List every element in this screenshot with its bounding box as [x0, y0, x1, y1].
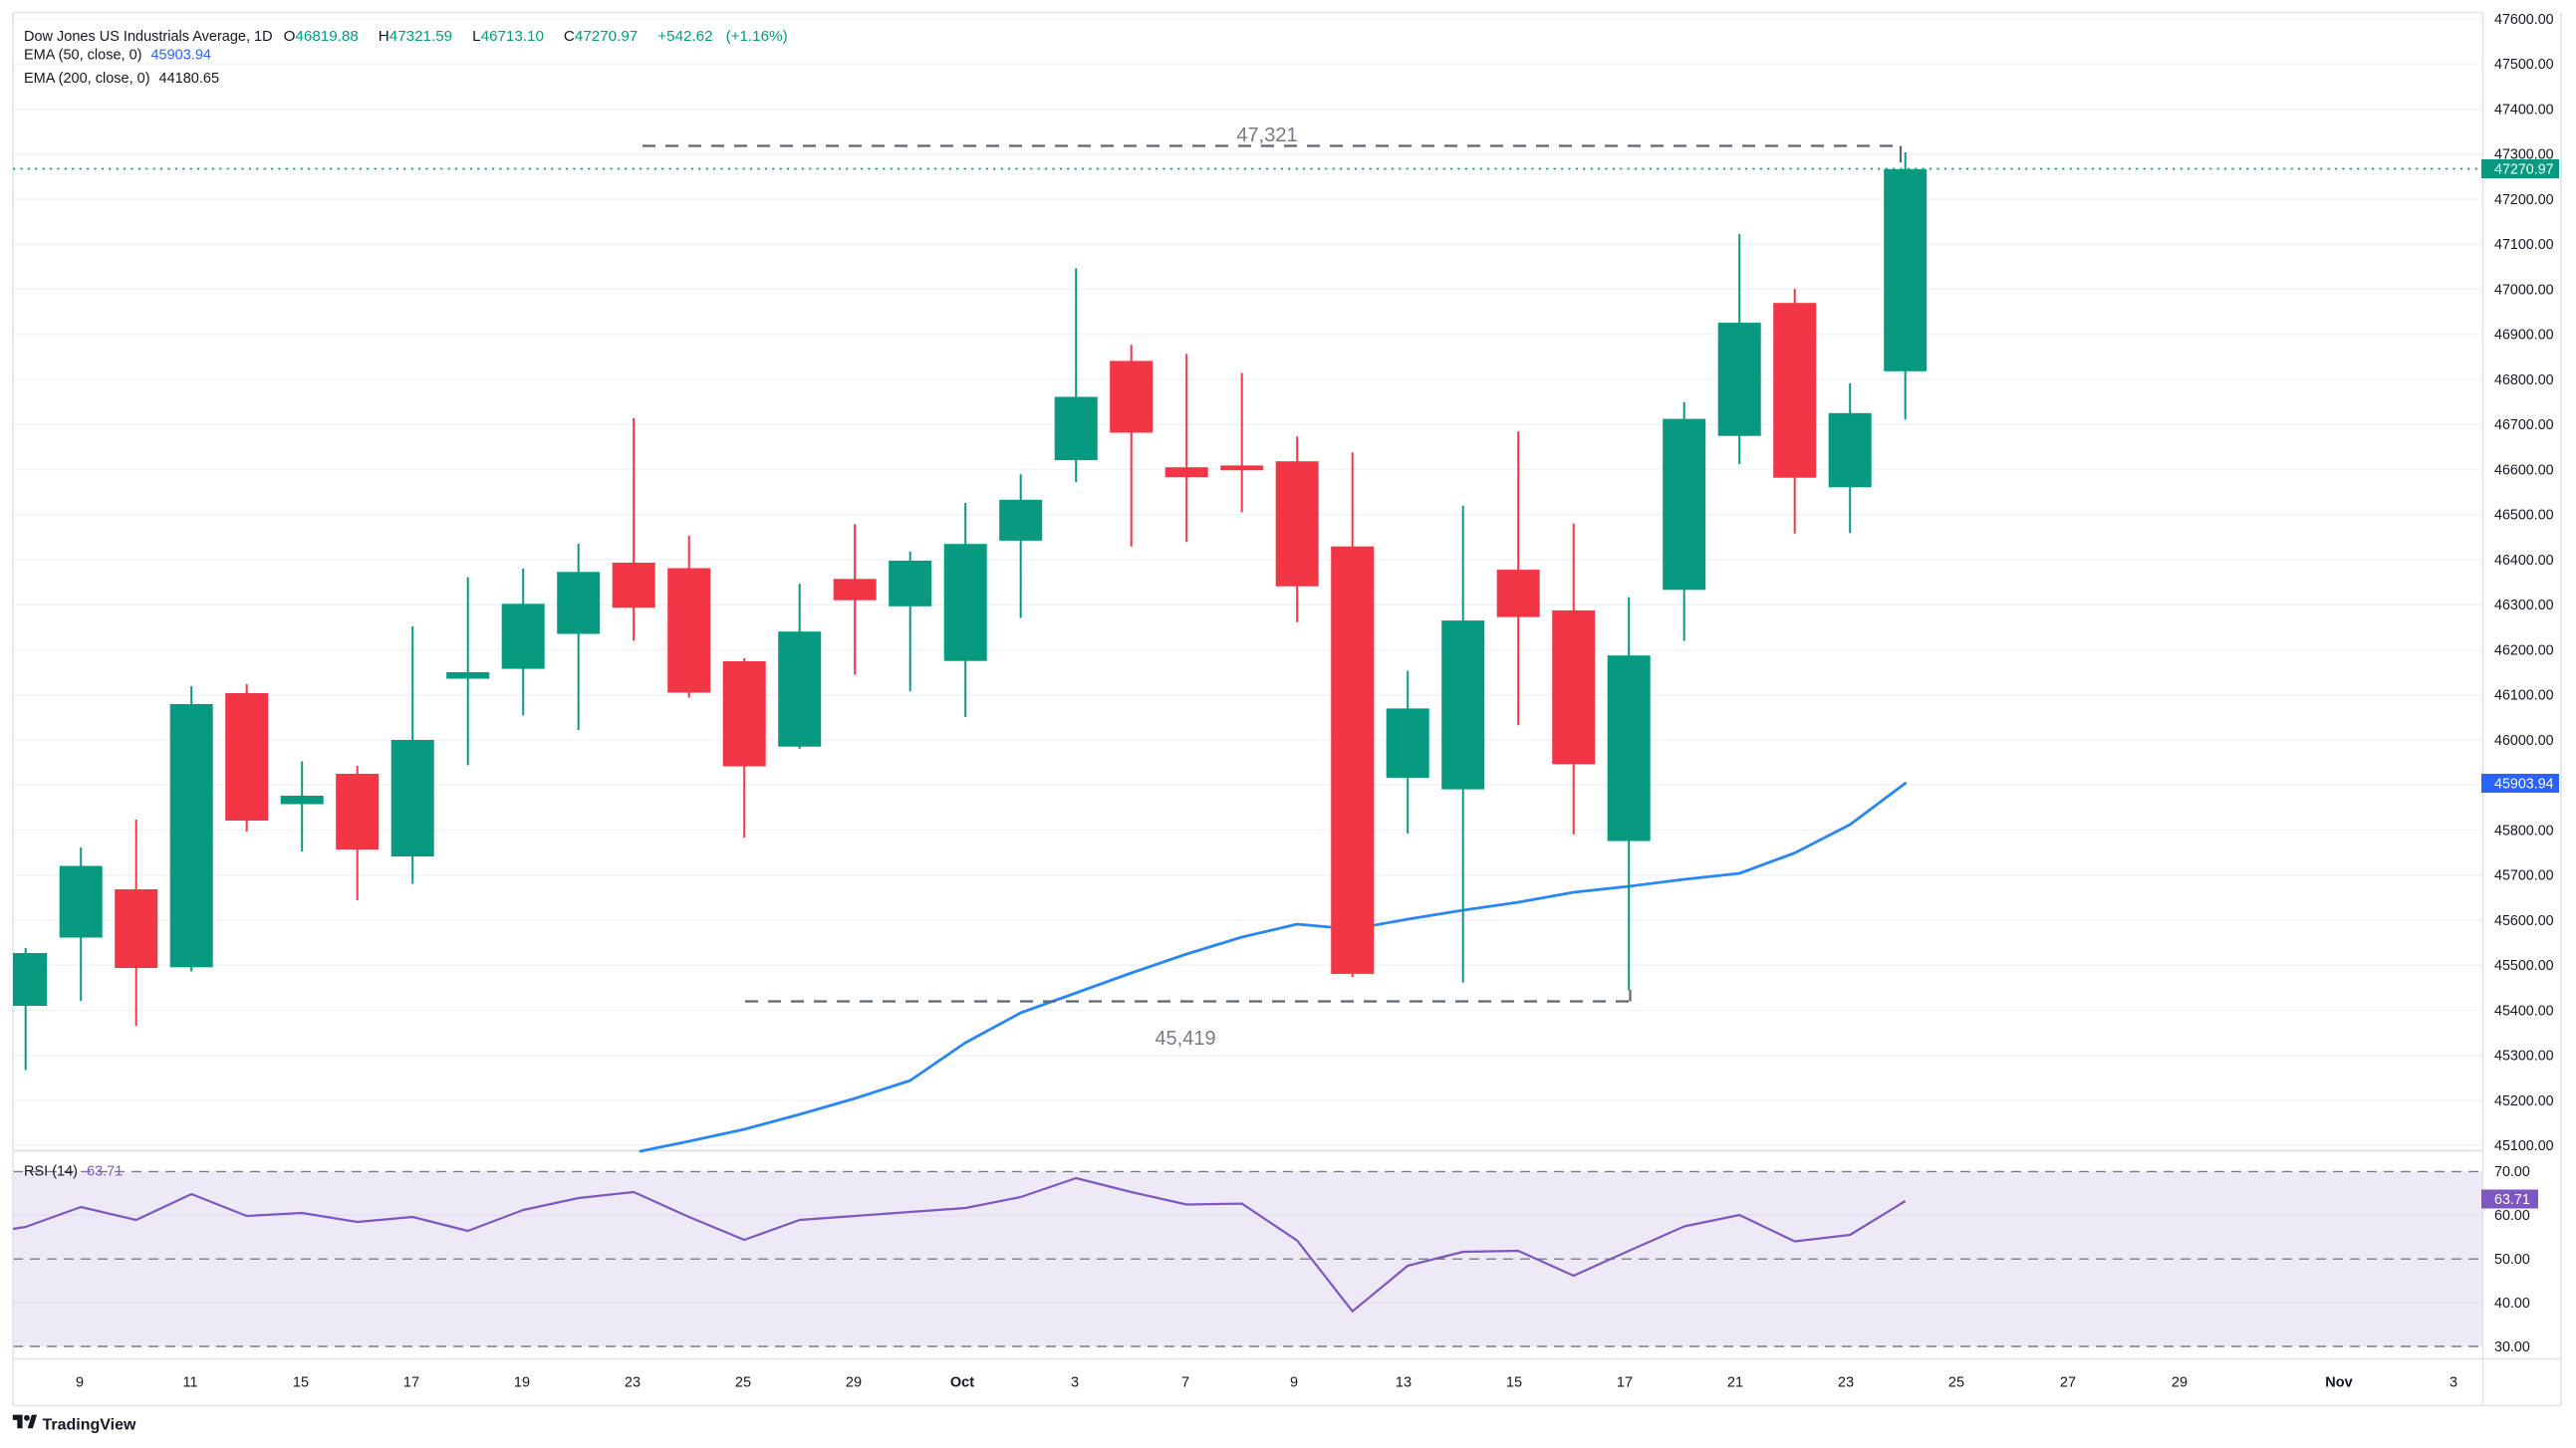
svg-text:7: 7 — [1181, 1374, 1189, 1390]
svg-text:46600.00: 46600.00 — [2494, 462, 2554, 478]
svg-text:47000.00: 47000.00 — [2494, 282, 2554, 298]
svg-text:45300.00: 45300.00 — [2494, 1049, 2554, 1065]
svg-text:25: 25 — [1948, 1374, 1964, 1390]
svg-text:3: 3 — [2449, 1374, 2457, 1390]
svg-text:EMA (200, close, 0)44180.65: EMA (200, close, 0) 44180.65 — [24, 71, 219, 87]
svg-text:47600.00: 47600.00 — [2494, 12, 2554, 28]
svg-text:11: 11 — [182, 1374, 197, 1390]
svg-text:27: 27 — [2060, 1374, 2076, 1390]
svg-text:46100.00: 46100.00 — [2494, 688, 2554, 704]
svg-text:9: 9 — [76, 1374, 84, 1390]
svg-text:15: 15 — [293, 1374, 309, 1390]
svg-text:70.00: 70.00 — [2494, 1164, 2530, 1180]
svg-text:60.00: 60.00 — [2494, 1208, 2530, 1224]
svg-text:Dow Jones US Industrials Avera: Dow Jones US Industrials Average, 1D O468… — [24, 28, 788, 45]
svg-text:TradingView: TradingView — [43, 1417, 137, 1434]
svg-text:46500.00: 46500.00 — [2494, 508, 2554, 524]
svg-text:45100.00: 45100.00 — [2494, 1138, 2554, 1154]
svg-text:46700.00: 46700.00 — [2494, 417, 2554, 433]
svg-text:45700.00: 45700.00 — [2494, 868, 2554, 884]
svg-text:30.00: 30.00 — [2494, 1339, 2530, 1355]
svg-text:50.00: 50.00 — [2494, 1252, 2530, 1268]
svg-text:45800.00: 45800.00 — [2494, 823, 2554, 839]
svg-text:45400.00: 45400.00 — [2494, 1003, 2554, 1019]
svg-text:17: 17 — [1617, 1374, 1633, 1390]
svg-text:23: 23 — [625, 1374, 641, 1390]
svg-text:46400.00: 46400.00 — [2494, 553, 2554, 569]
svg-text:23: 23 — [1838, 1374, 1854, 1390]
svg-text:RSI (14)63.71: RSI (14) 63.71 — [24, 1164, 123, 1180]
svg-text:29: 29 — [846, 1374, 862, 1390]
svg-text:46900.00: 46900.00 — [2494, 328, 2554, 344]
svg-text:47,321: 47,321 — [1236, 124, 1297, 146]
svg-text:63.71: 63.71 — [2494, 1192, 2530, 1208]
svg-text:47400.00: 47400.00 — [2494, 102, 2554, 118]
svg-text:46000.00: 46000.00 — [2494, 733, 2554, 749]
svg-text:45500.00: 45500.00 — [2494, 958, 2554, 974]
svg-text:21: 21 — [1727, 1374, 1743, 1390]
svg-text:45,419: 45,419 — [1155, 1028, 1215, 1050]
svg-text:46800.00: 46800.00 — [2494, 372, 2554, 388]
svg-text:29: 29 — [2172, 1374, 2188, 1390]
svg-text:EMA (50, close, 0)45903.94: EMA (50, close, 0) 45903.94 — [24, 48, 211, 64]
svg-text:45600.00: 45600.00 — [2494, 913, 2554, 929]
svg-text:47300.00: 47300.00 — [2494, 147, 2554, 163]
svg-text:19: 19 — [514, 1374, 530, 1390]
svg-text:47200.00: 47200.00 — [2494, 192, 2554, 208]
svg-text:45903.94: 45903.94 — [2494, 776, 2554, 792]
svg-text:25: 25 — [735, 1374, 751, 1390]
svg-text:47100.00: 47100.00 — [2494, 237, 2554, 253]
svg-text:46300.00: 46300.00 — [2494, 598, 2554, 613]
svg-text:Nov: Nov — [2325, 1374, 2352, 1390]
svg-text:9: 9 — [1290, 1374, 1298, 1390]
svg-text:47270.97: 47270.97 — [2494, 161, 2554, 177]
svg-text:13: 13 — [1396, 1374, 1412, 1390]
svg-text:45200.00: 45200.00 — [2494, 1093, 2554, 1109]
svg-text:3: 3 — [1071, 1374, 1079, 1390]
svg-text:46200.00: 46200.00 — [2494, 642, 2554, 658]
svg-text:17: 17 — [403, 1374, 419, 1390]
svg-text:15: 15 — [1506, 1374, 1522, 1390]
svg-text:47500.00: 47500.00 — [2494, 57, 2554, 73]
svg-text:Oct: Oct — [950, 1374, 974, 1390]
svg-text:40.00: 40.00 — [2494, 1296, 2530, 1312]
